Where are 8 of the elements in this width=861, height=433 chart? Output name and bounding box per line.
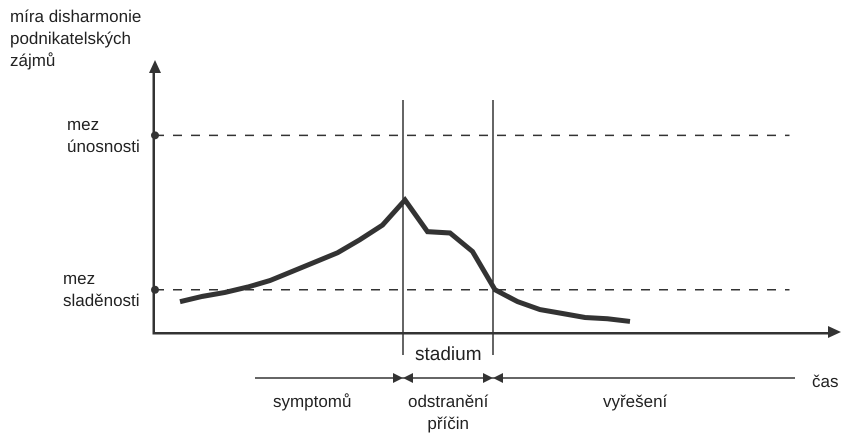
text: vyřešení (603, 392, 668, 411)
ref-line-label: mez únosnosti (67, 115, 140, 156)
text: symptomů (273, 392, 352, 411)
text: čas (812, 372, 838, 391)
text: odstranění příčin (408, 392, 489, 433)
ref-line-label: mez sladěnosti (63, 269, 140, 310)
text: míra disharmonie podnikatelských zájmů (10, 7, 142, 70)
text: stadium (415, 344, 482, 365)
